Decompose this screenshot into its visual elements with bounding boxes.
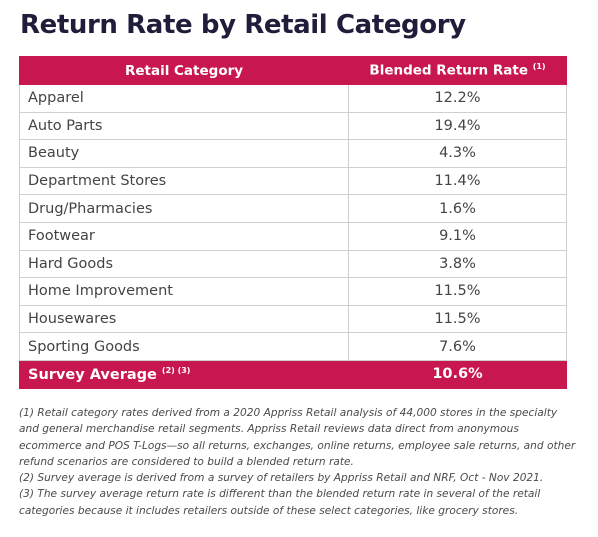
- survey-average-row: Survey Average (2) (3) 10.6%: [19, 359, 567, 389]
- footnote-1: (1) Retail category rates derived from a…: [19, 407, 576, 468]
- category-cell: Housewares: [19, 304, 349, 334]
- table-row: Home Improvement 11.5%: [19, 277, 567, 306]
- table-row: Sporting Goods 7.6%: [19, 332, 567, 361]
- table-row: Footwear 9.1%: [19, 221, 567, 251]
- return-rate-table: Retail Category Blended Return Rate (1) …: [19, 56, 567, 389]
- rate-cell: 19.4%: [348, 111, 567, 141]
- category-cell: Department Stores: [19, 166, 349, 196]
- rate-cell: 11.5%: [348, 304, 567, 334]
- table-row: Beauty 4.3%: [19, 139, 567, 168]
- table-row: Hard Goods 3.8%: [19, 249, 567, 279]
- rate-cell: 7.6%: [348, 332, 567, 361]
- footnote-mark: (2) (3): [161, 365, 191, 375]
- category-cell: Drug/Pharmacies: [19, 194, 349, 223]
- table-row: Housewares 11.5%: [19, 304, 567, 334]
- footnotes: (1) Retail category rates derived from a…: [19, 405, 579, 519]
- rate-cell: 11.4%: [348, 166, 567, 196]
- footnote-3: (3) The survey average return rate is di…: [19, 488, 541, 517]
- rate-cell: 1.6%: [348, 194, 567, 223]
- table-body: Apparel 12.2% Auto Parts 19.4% Beauty 4.3% Dep…: [19, 84, 567, 361]
- survey-average-label: Survey Average (2) (3): [19, 359, 349, 389]
- rate-cell: 11.5%: [348, 277, 567, 306]
- category-cell: Beauty: [19, 139, 349, 168]
- column-header-category: Retail Category: [19, 56, 349, 85]
- survey-average-value: 10.6%: [348, 359, 567, 389]
- rate-cell: 9.1%: [348, 221, 567, 251]
- chart-title: Return Rate by Retail Category: [20, 10, 466, 40]
- category-cell: Footwear: [19, 221, 349, 251]
- category-cell: Auto Parts: [19, 111, 349, 141]
- footnote-mark: (1): [532, 62, 546, 72]
- category-cell: Home Improvement: [19, 277, 349, 306]
- category-cell: Sporting Goods: [19, 332, 349, 361]
- column-header-rate: Blended Return Rate (1): [348, 56, 567, 85]
- category-cell: Apparel: [19, 84, 349, 113]
- footnote-2: (2) Survey average is derived from a sur…: [19, 472, 544, 485]
- table-header-row: Retail Category Blended Return Rate (1): [19, 56, 567, 85]
- table-row: Department Stores 11.4%: [19, 166, 567, 196]
- table-row: Drug/Pharmacies 1.6%: [19, 194, 567, 223]
- rate-cell: 4.3%: [348, 139, 567, 168]
- table-row: Apparel 12.2%: [19, 84, 567, 113]
- table-row: Auto Parts 19.4%: [19, 111, 567, 141]
- rate-cell: 3.8%: [348, 249, 567, 279]
- rate-cell: 12.2%: [348, 84, 567, 113]
- category-cell: Hard Goods: [19, 249, 349, 279]
